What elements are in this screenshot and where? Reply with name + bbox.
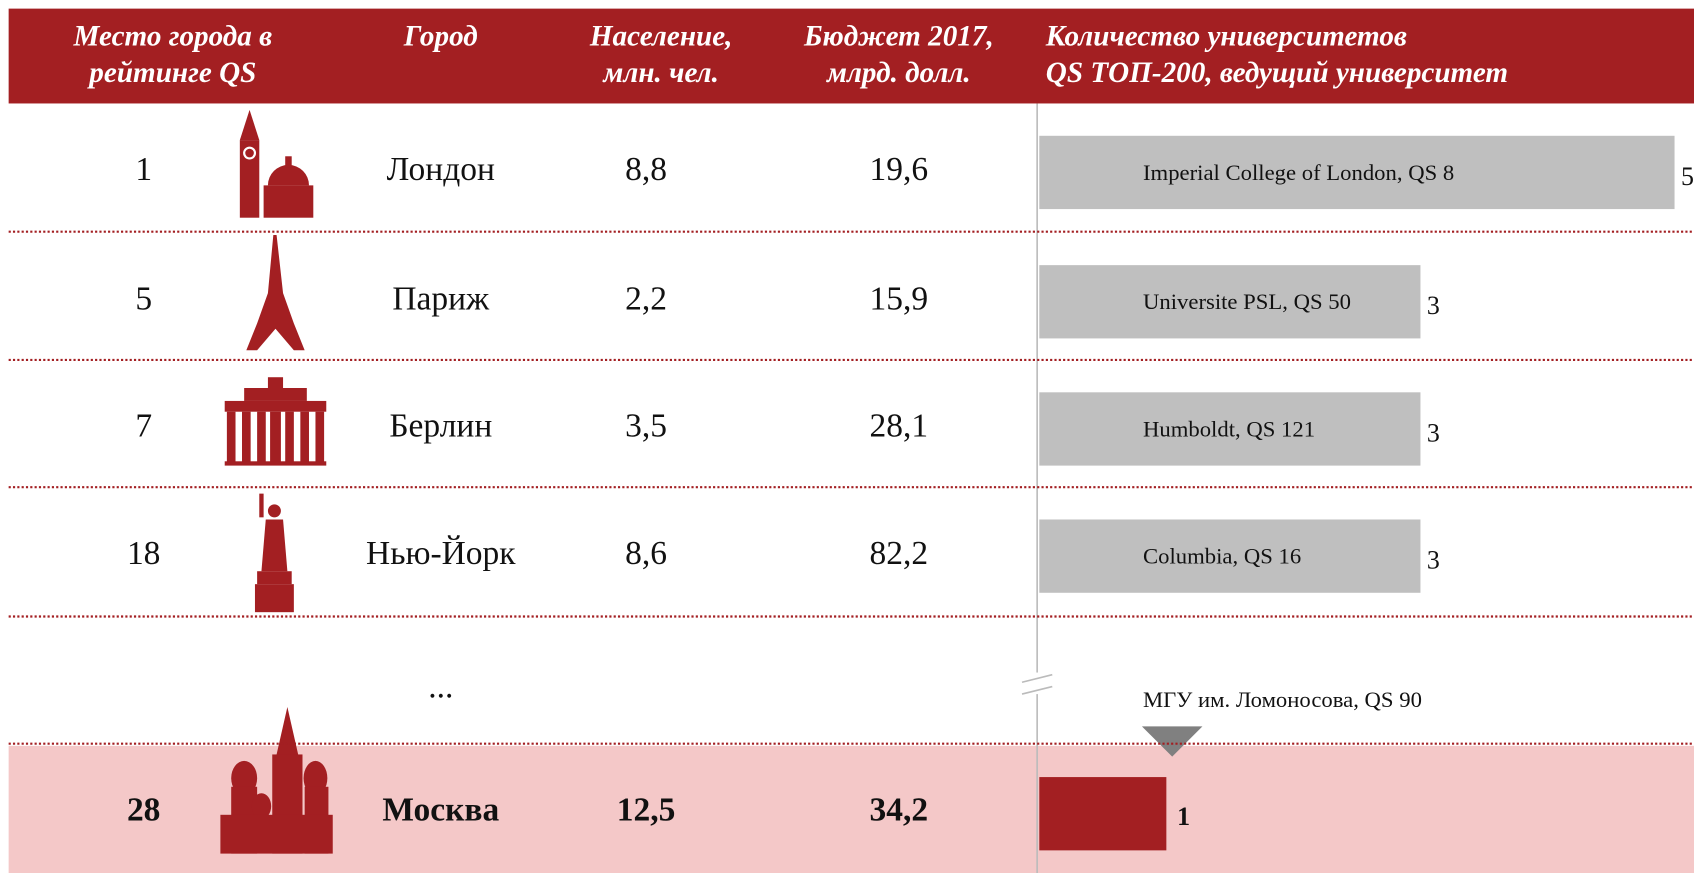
moscow-icon [220,707,332,854]
university-label: Imperial College of London, QS 8 [1143,160,1454,185]
count-label: 3 [1427,418,1440,447]
city: Париж [392,280,490,317]
population: 8,8 [625,151,667,188]
rank: 1 [135,151,152,188]
header-text: Город [403,21,478,53]
london-icon [240,110,313,218]
header-text: Бюджет 2017, [803,21,994,53]
header-text: Население, [589,21,733,53]
header-text: Количество университетов [1045,21,1407,53]
budget: 82,2 [870,535,929,572]
newyork-icon [255,494,294,613]
header-text: QS ТОП-200, ведущий университет [1046,57,1508,89]
population: 8,6 [625,535,667,572]
population: 12,5 [617,791,676,828]
berlin-icon [225,377,327,465]
budget: 19,6 [870,151,929,188]
budget: 15,9 [870,280,929,317]
city: Нью-Йорк [366,535,516,572]
header-text: млрд. долл. [826,57,971,89]
header-text: рейтинге QS [86,57,256,89]
count-label: 3 [1427,291,1440,320]
city: Москва [382,791,499,828]
population: 3,5 [625,408,667,445]
count-label: 3 [1427,546,1440,575]
count-label: 1 [1177,802,1190,831]
header-text: Место города в [73,21,273,53]
ellipsis: ... [428,668,453,705]
rank: 5 [135,280,152,317]
city: Берлин [389,408,492,445]
budget: 28,1 [870,408,929,445]
rank: 28 [127,791,160,828]
budget: 34,2 [870,791,929,828]
infographic: ... Место города в рейтинге QS Город Населе… [0,0,1694,873]
university-label: Columbia, QS 16 [1143,544,1301,569]
university-label: МГУ им. Ломоносова, QS 90 [1143,687,1422,712]
bar [1039,777,1166,850]
rank: 18 [127,535,160,572]
university-label: Humboldt, QS 121 [1143,416,1315,441]
axis-break [1020,673,1055,695]
population: 2,2 [625,280,667,317]
count-label: 5 [1681,162,1694,191]
paris-icon [246,235,304,350]
header-text: млн. чел. [602,57,718,89]
university-label: Universite PSL, QS 50 [1143,289,1351,314]
city: Лондон [387,151,495,188]
rank: 7 [135,408,152,445]
